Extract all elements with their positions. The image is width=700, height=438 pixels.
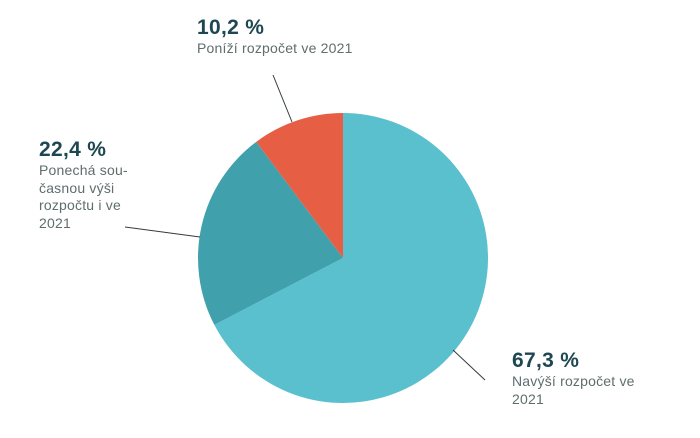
leader-line-ponizi bbox=[272, 74, 293, 123]
pie-slice-ponecha bbox=[198, 141, 343, 325]
callout-ponizi-desc: Poníží rozpočet ve 2021 bbox=[197, 40, 353, 56]
leader-line-navysi bbox=[452, 349, 486, 381]
leader-line-ponecha bbox=[124, 226, 201, 238]
callout-ponizi: 10,2 % Poníží rozpočet ve 2021 bbox=[197, 15, 353, 58]
callout-ponecha: 22,4 % Ponechá sou- časnou výši rozpočtu… bbox=[39, 137, 128, 232]
callout-ponizi-value: 10,2 % bbox=[197, 16, 265, 39]
pie-slice-navysi bbox=[214, 113, 489, 404]
callout-ponecha-value: 22,4 % bbox=[39, 138, 107, 161]
pie-slice-ponizi bbox=[256, 113, 343, 258]
callout-ponecha-desc: Ponechá sou- časnou výši rozpočtu i ve 2… bbox=[39, 162, 128, 231]
callout-navysi-value: 67,3 % bbox=[512, 349, 580, 372]
callout-navysi-desc: Navýší rozpočet ve 2021 bbox=[512, 373, 635, 407]
callout-navysi: 67,3 % Navýší rozpočet ve 2021 bbox=[512, 348, 635, 408]
